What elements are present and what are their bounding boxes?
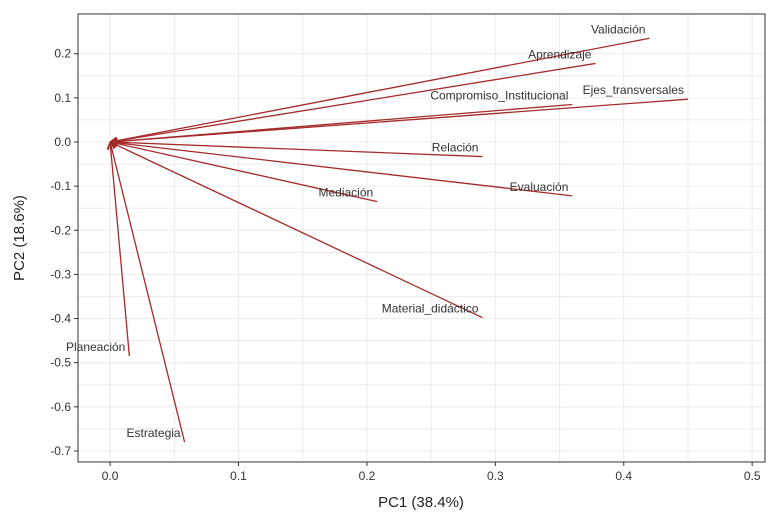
loading-arrow-mediaci-n <box>109 141 378 203</box>
arrow-head-stroke <box>109 141 116 149</box>
x-tick-label: 0.1 <box>230 469 247 483</box>
y-tick-label: -0.3 <box>50 267 71 281</box>
y-tick-label: -0.4 <box>50 312 71 326</box>
loading-arrow-aprendizaje <box>109 62 596 143</box>
x-tick-label: 0.5 <box>744 469 761 483</box>
loading-arrow-planeaci-n <box>109 141 131 357</box>
variable-label-ejes-transversales: Ejes_transversales <box>583 83 684 97</box>
loading-arrow-ejes-transversales <box>110 98 689 143</box>
variable-label-material-did-ctico: Material_didáctico <box>382 302 479 316</box>
y-tick-label: -0.2 <box>50 223 71 237</box>
loading-arrow-relaci-n <box>110 141 483 158</box>
variable-label-mediaci-n: Mediación <box>318 186 373 200</box>
y-tick-label: 0.2 <box>54 47 71 61</box>
variable-label-evaluaci-n: Evaluación <box>510 180 569 194</box>
x-tick-label: 0.2 <box>359 469 376 483</box>
loading-arrow-material-did-ctico <box>109 141 483 319</box>
variable-label-aprendizaje: Aprendizaje <box>528 47 592 61</box>
y-tick-label: 0.0 <box>54 135 71 149</box>
x-tick-label: 0.0 <box>102 469 119 483</box>
arrow-head-stroke <box>107 141 111 150</box>
y-tick-label: 0.1 <box>54 91 71 105</box>
y-tick-label: -0.1 <box>50 179 71 193</box>
variable-label-compromiso-institucional: Compromiso_Institucional <box>430 88 568 102</box>
loading-arrow-validaci-n <box>109 37 650 143</box>
variable-label-planeaci-n: Planeación <box>66 340 125 354</box>
loading-arrows <box>106 37 689 443</box>
x-tick-label: 0.4 <box>615 469 632 483</box>
y-tick-label: -0.5 <box>50 356 71 370</box>
y-tick-label: -0.6 <box>50 400 71 414</box>
tick-layer: 0.0 0.1 0.2 0.3 0.4 0.5 0.2 0.1 0.0 -0.1 -0.2 -0.3 -… <box>50 47 761 483</box>
x-axis-title: PC1 (38.4%) <box>378 494 464 511</box>
y-axis-title: PC2 (18.6%) <box>11 195 28 281</box>
y-tick-label: -0.7 <box>50 444 71 458</box>
plot-panel-border <box>77 13 766 463</box>
variable-labels: Validación Aprendizaje Ejes_transversales C… <box>66 22 684 440</box>
variable-label-validaci-n: Validación <box>591 22 645 36</box>
loading-arrow-estrategia <box>109 141 186 443</box>
variable-label-relaci-n: Relación <box>432 141 479 155</box>
variable-label-estrategia: Estrategia <box>127 426 181 440</box>
x-tick-label: 0.3 <box>487 469 504 483</box>
grid-layer <box>78 14 765 462</box>
loading-arrow-compromiso-institucional <box>110 103 573 143</box>
loading-arrow-evaluaci-n <box>110 141 573 197</box>
